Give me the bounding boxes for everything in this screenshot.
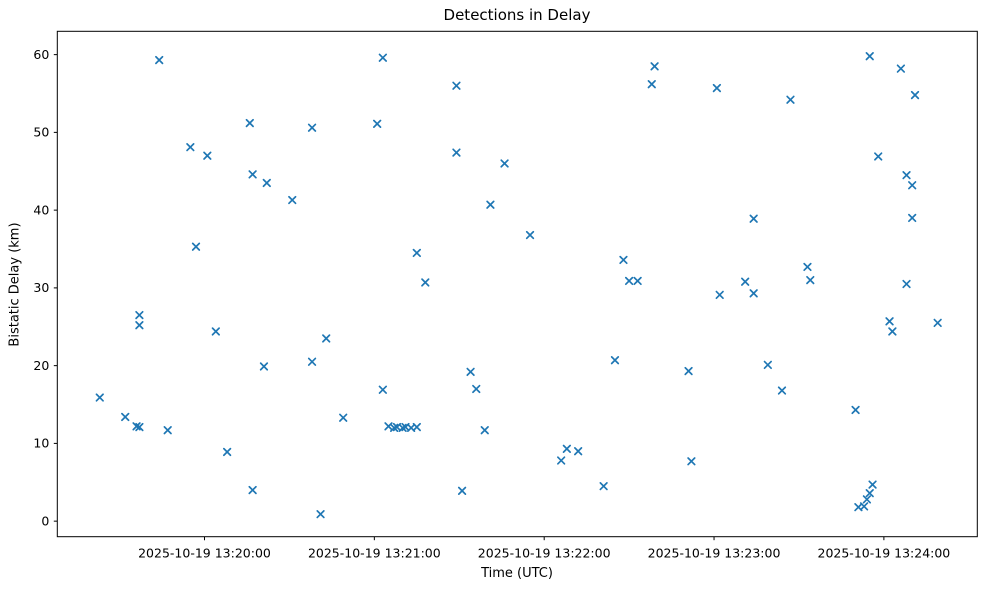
data-point-marker xyxy=(619,255,628,265)
data-point-marker xyxy=(412,422,421,432)
y-tick-label: 20 xyxy=(33,358,49,373)
data-point-marker xyxy=(868,480,877,489)
data-point-marker xyxy=(421,278,430,287)
data-point-marker xyxy=(803,262,812,272)
data-point-marker xyxy=(749,289,758,298)
data-point-marker xyxy=(902,170,911,180)
x-tick-label: 2025-10-19 13:22:00 xyxy=(478,546,611,561)
data-point-marker xyxy=(155,55,164,65)
data-point-marker xyxy=(121,412,130,422)
x-tick-label: 2025-10-19 13:21:00 xyxy=(308,546,441,561)
axes-spines xyxy=(56,30,978,538)
data-point-marker xyxy=(865,489,874,498)
data-point-marker xyxy=(412,248,421,258)
chart-title: Detections in Delay xyxy=(443,6,591,24)
data-point-marker xyxy=(259,362,269,371)
data-point-marker xyxy=(851,405,860,415)
x-axis-title: Time (UTC) xyxy=(481,566,553,581)
data-point-marker xyxy=(525,230,535,240)
data-point-marker xyxy=(865,52,874,61)
data-point-marker xyxy=(763,360,772,370)
data-point-marker xyxy=(307,123,317,132)
data-point-marker xyxy=(715,290,724,300)
data-point-marker xyxy=(322,334,331,343)
data-point-marker xyxy=(339,413,348,422)
data-point-marker xyxy=(910,90,920,100)
data-point-marker xyxy=(902,279,911,289)
y-tick-label: 40 xyxy=(33,202,49,217)
data-point-marker xyxy=(610,356,620,365)
data-point-marker xyxy=(288,195,297,205)
data-point-marker xyxy=(135,310,144,320)
data-point-marker xyxy=(749,214,758,223)
data-point-marker xyxy=(888,327,897,336)
data-point-marker xyxy=(741,277,750,286)
data-point-marker xyxy=(557,456,566,465)
data-point-marker xyxy=(452,81,461,90)
data-point-marker xyxy=(135,422,144,432)
x-tick-label: 2025-10-19 13:24:00 xyxy=(818,546,951,561)
data-point-marker xyxy=(248,485,257,495)
data-point-marker xyxy=(862,495,872,504)
data-point-marker xyxy=(712,83,722,93)
data-point-marker xyxy=(624,276,634,286)
data-point-marker xyxy=(466,367,475,377)
data-point-marker xyxy=(186,143,195,152)
data-point-marker xyxy=(378,53,387,62)
data-point-marker xyxy=(896,64,906,73)
data-point-marker xyxy=(908,213,917,223)
data-point-marker xyxy=(222,447,232,457)
data-point-marker xyxy=(859,502,869,511)
y-tick-label: 50 xyxy=(33,125,49,140)
data-point-marker xyxy=(562,444,571,453)
x-tick-label: 2025-10-19 13:20:00 xyxy=(138,546,271,561)
data-point-marker xyxy=(191,242,201,251)
data-point-marker xyxy=(135,321,144,330)
data-point-marker xyxy=(647,80,656,89)
data-point-marker xyxy=(933,318,942,328)
y-tick-label: 30 xyxy=(33,280,49,295)
data-point-marker xyxy=(95,393,104,402)
data-point-marker xyxy=(500,159,509,168)
data-point-marker xyxy=(245,118,254,128)
data-point-marker xyxy=(163,426,172,435)
data-point-marker xyxy=(211,327,220,336)
data-point-marker xyxy=(248,170,257,179)
data-point-marker xyxy=(486,200,495,209)
data-point-marker xyxy=(457,486,467,495)
data-point-marker xyxy=(786,95,795,104)
data-point-marker xyxy=(307,357,317,366)
data-point-marker xyxy=(806,275,815,285)
data-point-marker xyxy=(599,482,608,491)
x-tick-label: 2025-10-19 13:23:00 xyxy=(648,546,781,561)
data-point-marker xyxy=(373,119,382,128)
data-point-marker xyxy=(472,384,481,394)
data-point-marker xyxy=(684,366,693,376)
data-point-marker xyxy=(777,386,787,395)
data-point-marker xyxy=(480,426,489,435)
data-point-marker xyxy=(650,62,659,71)
data-point-marker xyxy=(908,181,917,190)
data-point-marker xyxy=(574,447,583,456)
data-point-marker xyxy=(262,178,271,188)
data-point-marker xyxy=(633,276,642,286)
data-point-marker xyxy=(452,148,461,157)
data-point-marker xyxy=(203,151,212,160)
data-point-marker xyxy=(378,385,387,394)
data-point-marker xyxy=(316,510,325,519)
data-point-marker xyxy=(885,317,894,326)
data-point-marker xyxy=(687,457,696,466)
y-tick-label: 60 xyxy=(33,47,49,62)
y-tick-label: 0 xyxy=(41,513,49,528)
data-point-marker xyxy=(874,152,883,161)
y-tick-label: 10 xyxy=(33,436,49,451)
